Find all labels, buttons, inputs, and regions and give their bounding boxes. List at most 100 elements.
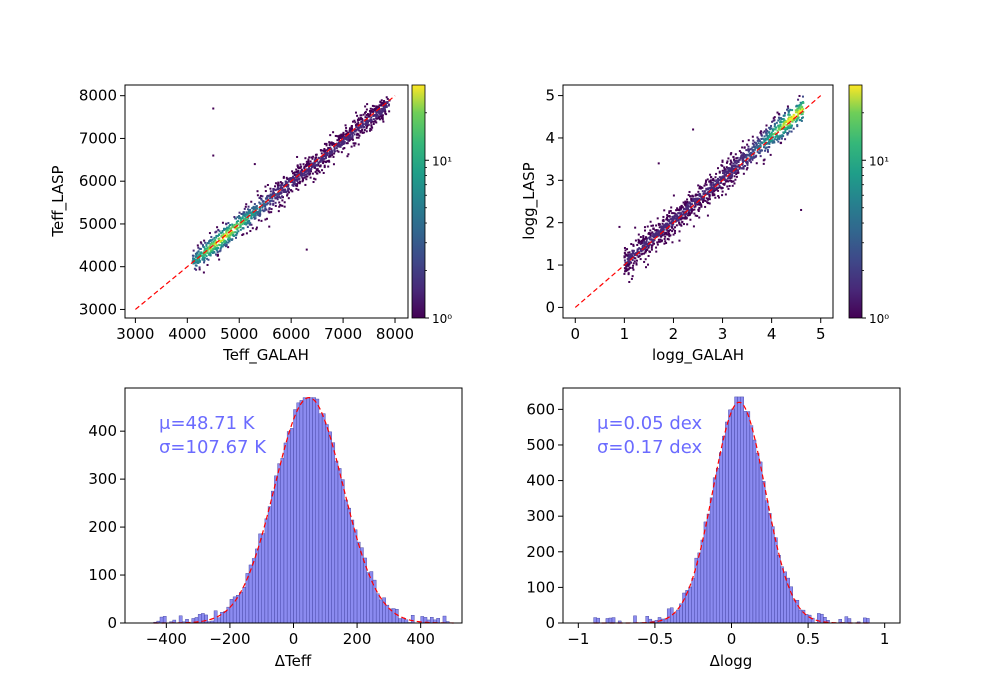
histogram-bar — [283, 442, 288, 624]
density-point — [281, 195, 284, 198]
density-point — [628, 251, 631, 254]
density-point — [195, 259, 198, 262]
density-point — [367, 121, 370, 124]
density-point — [203, 250, 206, 253]
density-point — [705, 188, 708, 191]
density-point — [262, 200, 265, 203]
density-point — [264, 190, 267, 193]
histogram-bar — [242, 587, 247, 624]
density-point — [206, 250, 209, 253]
density-point — [741, 159, 744, 162]
density-point — [300, 173, 303, 176]
outlier-point — [305, 248, 308, 251]
density-point — [751, 146, 754, 149]
density-point — [770, 131, 773, 134]
logg-colorbar-frame — [848, 84, 863, 319]
density-point — [692, 200, 695, 203]
density-point — [678, 223, 681, 226]
density-point — [765, 134, 768, 137]
histogram-bar — [337, 468, 342, 624]
density-point — [370, 124, 373, 127]
density-point — [802, 108, 805, 111]
density-point — [655, 246, 658, 249]
density-point — [710, 183, 713, 186]
density-point — [798, 106, 801, 109]
density-point — [643, 229, 646, 232]
density-point — [676, 216, 679, 219]
histogram-bar — [331, 442, 336, 624]
density-point — [361, 121, 364, 124]
density-point — [239, 224, 242, 227]
density-point — [249, 211, 252, 214]
density-point — [326, 148, 329, 151]
density-point — [206, 242, 209, 245]
density-point — [315, 168, 318, 171]
density-point — [349, 133, 352, 136]
density-point — [211, 242, 214, 245]
density-point — [734, 153, 737, 156]
density-point — [727, 187, 730, 190]
density-point — [716, 186, 719, 189]
density-point — [333, 150, 336, 153]
x-tick-label: 1 — [620, 325, 630, 343]
density-point — [216, 246, 219, 249]
density-point — [233, 224, 236, 227]
density-point — [644, 236, 647, 239]
density-point — [339, 145, 342, 148]
density-point — [680, 224, 683, 227]
density-point — [708, 198, 711, 201]
density-point — [348, 127, 351, 130]
density-point — [712, 177, 715, 180]
density-point — [635, 262, 638, 265]
density-point — [312, 155, 315, 158]
density-point — [701, 195, 704, 198]
histogram-bar — [391, 608, 396, 624]
density-point — [784, 129, 787, 132]
density-point — [710, 186, 713, 189]
density-point — [672, 233, 675, 236]
histogram-bar — [740, 396, 744, 624]
density-point — [197, 260, 200, 263]
density-point — [766, 142, 769, 145]
density-point — [649, 235, 652, 238]
density-point — [256, 213, 259, 216]
histogram-bar — [709, 497, 714, 624]
density-point — [196, 261, 199, 264]
density-point — [353, 144, 356, 147]
x-tick-label: 5000 — [220, 325, 258, 343]
density-point — [323, 166, 326, 169]
teff-one-to-one-line — [135, 95, 396, 310]
density-point — [322, 160, 325, 163]
density-point — [644, 241, 647, 244]
density-point — [310, 170, 313, 173]
density-point — [376, 105, 379, 108]
density-point — [209, 252, 212, 255]
density-point — [386, 97, 389, 100]
density-point — [642, 235, 645, 238]
density-point — [305, 178, 308, 181]
density-point — [746, 163, 749, 166]
density-point — [644, 266, 647, 269]
density-point — [658, 234, 661, 237]
density-point — [297, 169, 300, 172]
density-point — [713, 188, 716, 191]
density-point — [214, 231, 217, 234]
density-point — [385, 105, 388, 108]
density-point — [329, 155, 332, 158]
density-point — [689, 203, 692, 206]
density-point — [314, 170, 317, 173]
density-point — [246, 218, 249, 221]
density-point — [671, 221, 674, 224]
density-point — [689, 195, 692, 198]
density-point — [235, 226, 238, 229]
histogram-bar — [410, 615, 415, 624]
density-point — [192, 258, 195, 261]
density-point — [652, 240, 655, 243]
dlogg-histogram-bars — [593, 396, 870, 624]
density-point — [767, 134, 770, 137]
density-point — [698, 187, 701, 190]
density-point — [361, 128, 364, 131]
density-point — [713, 193, 716, 196]
density-point — [637, 233, 640, 236]
density-point — [753, 141, 756, 144]
